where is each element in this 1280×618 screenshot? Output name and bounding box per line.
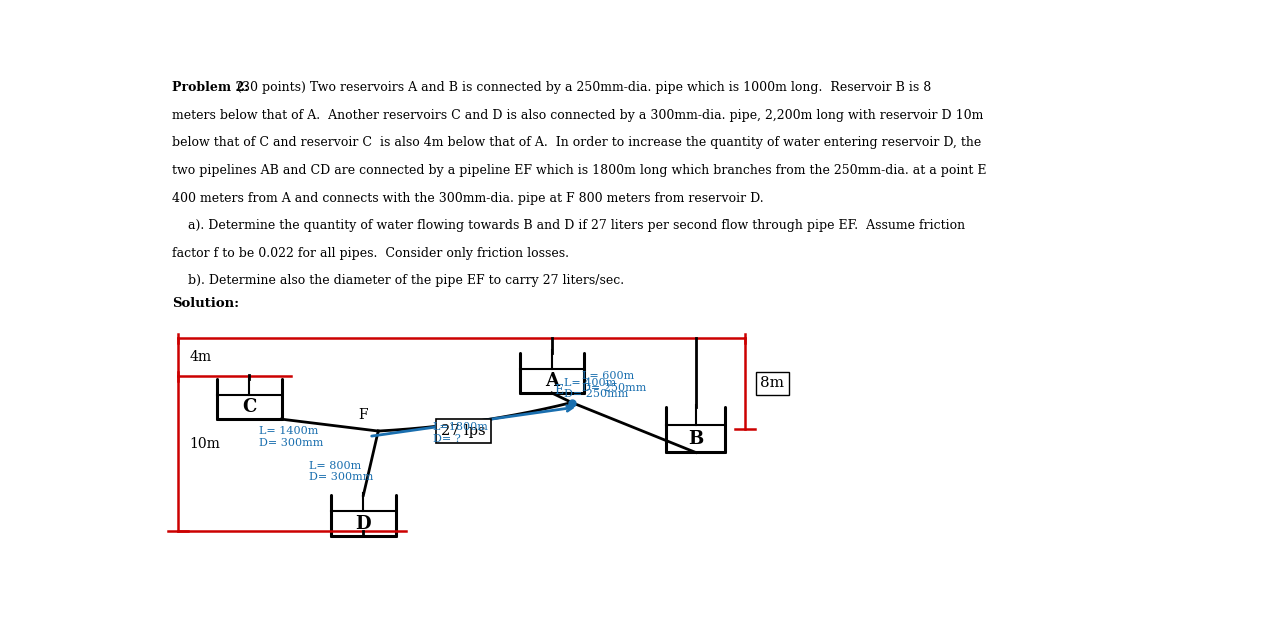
Text: two pipelines AB and CD are connected by a pipeline EF which is 1800m long which: two pipelines AB and CD are connected by…: [172, 164, 987, 177]
Text: A: A: [545, 372, 559, 390]
Text: L=1800m
D= ?: L=1800m D= ?: [433, 423, 489, 444]
Text: Solution:: Solution:: [172, 297, 239, 310]
Text: a). Determine the quantity of water flowing towards B and D if 27 liters per sec: a). Determine the quantity of water flow…: [172, 219, 965, 232]
Text: meters below that of A.  Another reservoirs C and D is also connected by a 300mm: meters below that of A. Another reservoi…: [172, 109, 983, 122]
Text: L= 800m
D= 300mm: L= 800m D= 300mm: [308, 461, 374, 483]
Text: L= 600m
D= 250mm: L= 600m D= 250mm: [581, 371, 646, 393]
Text: 4m: 4m: [189, 350, 212, 364]
Text: D: D: [356, 515, 371, 533]
Text: F: F: [358, 408, 369, 423]
Text: (30 points) Two reservoirs A and B is connected by a 250mm-dia. pipe which is 10: (30 points) Two reservoirs A and B is co…: [233, 82, 932, 95]
Text: b). Determine also the diameter of the pipe EF to carry 27 liters/sec.: b). Determine also the diameter of the p…: [172, 274, 625, 287]
Text: below that of C and reservoir C  is also 4m below that of A.  In order to increa: below that of C and reservoir C is also …: [172, 137, 982, 150]
Text: Problem 2:: Problem 2:: [172, 82, 248, 95]
Text: L= 1400m
D= 300mm: L= 1400m D= 300mm: [259, 426, 324, 448]
Text: C: C: [242, 398, 256, 416]
Text: 400 meters from A and connects with the 300mm-dia. pipe at F 800 meters from res: 400 meters from A and connects with the …: [172, 192, 764, 205]
Text: 8m: 8m: [760, 376, 785, 391]
Text: 27 lps: 27 lps: [440, 424, 485, 438]
Text: 10m: 10m: [189, 437, 220, 451]
Text: B: B: [689, 430, 703, 448]
Text: factor f to be 0.022 for all pipes.  Consider only friction losses.: factor f to be 0.022 for all pipes. Cons…: [172, 247, 568, 260]
Text: E: E: [554, 384, 563, 397]
Text: L= 400m
D= 250mm: L= 400m D= 250mm: [563, 378, 628, 399]
